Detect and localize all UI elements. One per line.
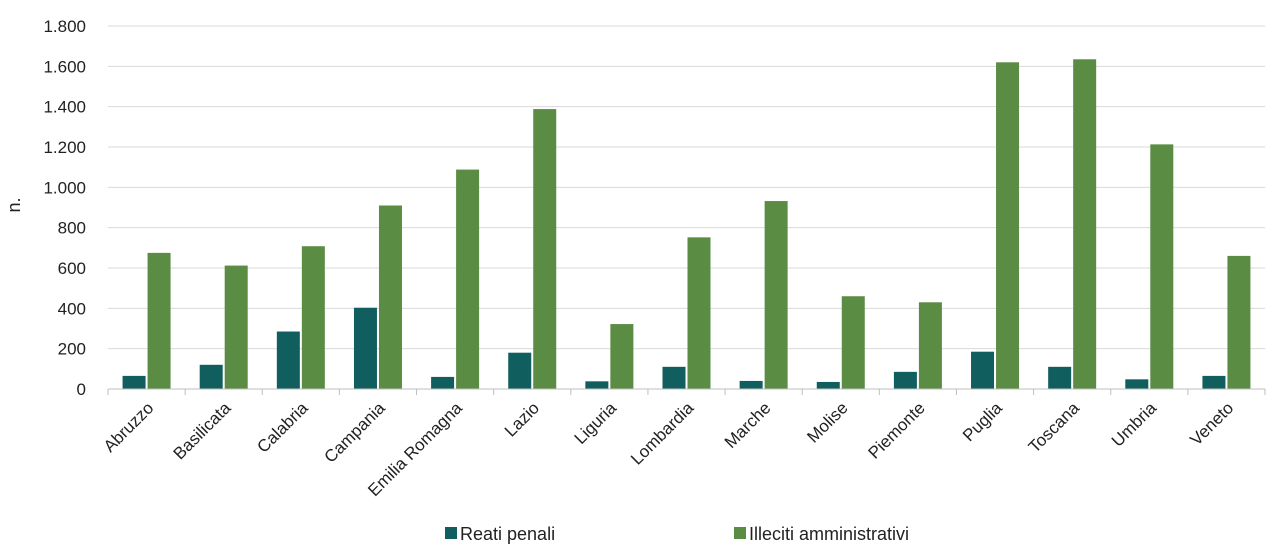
y-tick-label: 600 [58, 259, 86, 278]
bar-reati-penali [353, 307, 377, 389]
bar-reati-penali [508, 352, 532, 389]
bars [122, 59, 1251, 390]
x-category-label: Lazio [501, 398, 543, 440]
bar-illeciti-amministrativi [996, 62, 1020, 390]
x-category-label: Liguria [571, 398, 621, 448]
bar-reati-penali [1125, 379, 1149, 389]
x-category-label: Abruzzo [100, 398, 158, 456]
bar-illeciti-amministrativi [764, 201, 788, 389]
x-category-label: Umbria [1108, 398, 1161, 451]
bar-reati-penali [893, 371, 917, 389]
y-axis-ticks: 0 200 400 600 800 1.000 1.200 1.400 1.600 1.800 [43, 17, 86, 399]
bar-reati-penali [1202, 375, 1226, 389]
x-category-label: Campania [321, 398, 390, 467]
x-category-label: Piemonte [865, 398, 929, 462]
legend-swatch [734, 527, 746, 539]
bar-illeciti-amministrativi [918, 302, 942, 389]
legend: Reati penali Illeciti amministrativi [445, 524, 909, 544]
y-tick-label: 1.200 [43, 138, 86, 157]
y-axis-label: n. [4, 197, 24, 212]
bar-illeciti-amministrativi [378, 205, 402, 389]
x-category-label: Calabria [253, 398, 312, 457]
legend-swatch [445, 527, 457, 539]
bar-illeciti-amministrativi [147, 252, 171, 389]
bar-illeciti-amministrativi [1227, 255, 1251, 389]
y-tick-label: 1.600 [43, 57, 86, 76]
bar-reati-penali [971, 351, 995, 389]
legend-label: Illeciti amministrativi [749, 524, 909, 544]
y-tick-label: 800 [58, 219, 86, 238]
y-tick-label: 200 [58, 340, 86, 359]
y-tick-label: 1.000 [43, 178, 86, 197]
bar-reati-penali [431, 376, 455, 389]
bar-reati-penali [1048, 366, 1072, 389]
bar-illeciti-amministrativi [1150, 144, 1174, 389]
bar-illeciti-amministrativi [533, 109, 557, 389]
bar-reati-penali [816, 381, 840, 389]
x-category-label: Puglia [959, 398, 1006, 445]
bar-illeciti-amministrativi [456, 169, 480, 389]
bar-illeciti-amministrativi [224, 265, 248, 389]
x-axis-category-labels: Abruzzo Basilicata Calabria CampaniaEmilia … [100, 398, 1237, 500]
x-category-label: Veneto [1186, 398, 1237, 449]
y-tick-label: 0 [77, 380, 86, 399]
bar-illeciti-amministrativi [1073, 59, 1097, 390]
y-tick-label: 1.800 [43, 17, 86, 36]
bar-reati-penali [276, 331, 300, 389]
bar-illeciti-amministrativi [841, 296, 865, 389]
bar-illeciti-amministrativi [301, 246, 325, 389]
legend-label: Reati penali [460, 524, 555, 544]
y-tick-label: 1.400 [43, 98, 86, 117]
y-tick-label: 400 [58, 299, 86, 318]
x-category-label: Marche [721, 398, 775, 452]
bar-illeciti-amministrativi [687, 237, 711, 389]
bar-reati-penali [122, 375, 146, 389]
bar-reati-penali [662, 366, 686, 389]
gridlines [108, 25, 1265, 350]
bar-reati-penali [585, 381, 609, 389]
bar-reati-penali [199, 364, 223, 389]
x-category-label: Toscana [1025, 398, 1084, 457]
bar-reati-penali [739, 380, 763, 389]
x-category-label: Molise [803, 398, 851, 446]
x-category-label: Basilicata [170, 398, 235, 463]
x-axis-ticks [107, 389, 1266, 395]
x-category-label: Lombardia [627, 398, 698, 469]
bar-illeciti-amministrativi [610, 324, 634, 389]
